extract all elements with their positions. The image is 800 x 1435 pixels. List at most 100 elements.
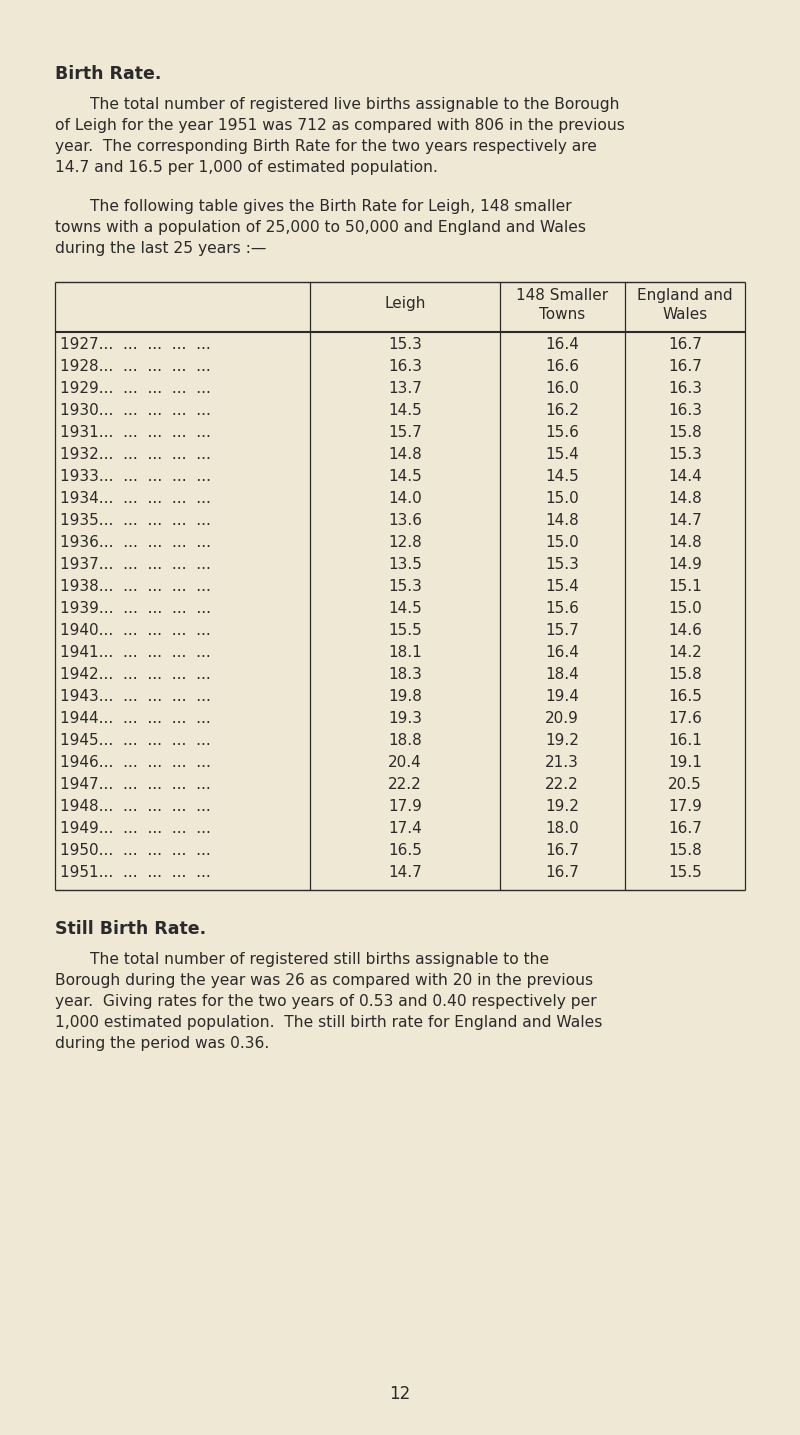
Text: 16.5: 16.5 bbox=[388, 842, 422, 858]
Text: 1931...  ...  ...  ...  ...: 1931... ... ... ... ... bbox=[60, 425, 211, 441]
Text: 1938...  ...  ...  ...  ...: 1938... ... ... ... ... bbox=[60, 578, 211, 594]
Text: 1936...  ...  ...  ...  ...: 1936... ... ... ... ... bbox=[60, 535, 211, 550]
Text: 19.8: 19.8 bbox=[388, 689, 422, 705]
Text: 16.7: 16.7 bbox=[545, 865, 579, 880]
Text: 17.6: 17.6 bbox=[668, 710, 702, 726]
Text: 16.7: 16.7 bbox=[668, 359, 702, 375]
Text: 18.1: 18.1 bbox=[388, 644, 422, 660]
Text: 14.0: 14.0 bbox=[388, 491, 422, 507]
Text: 16.7: 16.7 bbox=[545, 842, 579, 858]
Text: 19.1: 19.1 bbox=[668, 755, 702, 771]
Text: 15.0: 15.0 bbox=[668, 601, 702, 616]
Text: 14.5: 14.5 bbox=[545, 469, 579, 484]
Text: 15.5: 15.5 bbox=[388, 623, 422, 639]
Text: 1946...  ...  ...  ...  ...: 1946... ... ... ... ... bbox=[60, 755, 211, 771]
Text: 15.3: 15.3 bbox=[545, 557, 579, 573]
Text: 19.2: 19.2 bbox=[545, 733, 579, 748]
Text: 16.7: 16.7 bbox=[668, 821, 702, 837]
Text: 16.2: 16.2 bbox=[545, 403, 579, 418]
Text: 14.2: 14.2 bbox=[668, 644, 702, 660]
Text: 19.2: 19.2 bbox=[545, 799, 579, 814]
Text: 15.0: 15.0 bbox=[545, 535, 579, 550]
Text: 1949...  ...  ...  ...  ...: 1949... ... ... ... ... bbox=[60, 821, 211, 837]
Text: of Leigh for the year 1951 was 712 as compared with 806 in the previous: of Leigh for the year 1951 was 712 as co… bbox=[55, 118, 625, 133]
Text: 12: 12 bbox=[390, 1385, 410, 1403]
Text: 15.7: 15.7 bbox=[388, 425, 422, 441]
Text: 18.3: 18.3 bbox=[388, 667, 422, 682]
Text: 14.5: 14.5 bbox=[388, 403, 422, 418]
Text: 1935...  ...  ...  ...  ...: 1935... ... ... ... ... bbox=[60, 512, 211, 528]
Text: 14.8: 14.8 bbox=[668, 535, 702, 550]
Text: 15.6: 15.6 bbox=[545, 601, 579, 616]
Text: 20.9: 20.9 bbox=[545, 710, 579, 726]
Text: The total number of registered still births assignable to the: The total number of registered still bir… bbox=[90, 951, 549, 967]
Text: 15.4: 15.4 bbox=[545, 578, 579, 594]
Text: 1941...  ...  ...  ...  ...: 1941... ... ... ... ... bbox=[60, 644, 210, 660]
Text: 15.3: 15.3 bbox=[388, 337, 422, 352]
Text: 16.3: 16.3 bbox=[668, 403, 702, 418]
Text: 20.5: 20.5 bbox=[668, 776, 702, 792]
Text: 15.7: 15.7 bbox=[545, 623, 579, 639]
Text: 15.1: 15.1 bbox=[668, 578, 702, 594]
Text: 15.0: 15.0 bbox=[545, 491, 579, 507]
Text: 148 Smaller
Towns: 148 Smaller Towns bbox=[516, 288, 608, 323]
Text: The total number of registered live births assignable to the Borough: The total number of registered live birt… bbox=[90, 98, 619, 112]
Text: 16.7: 16.7 bbox=[668, 337, 702, 352]
Text: 14.7: 14.7 bbox=[668, 512, 702, 528]
Text: 1942...  ...  ...  ...  ...: 1942... ... ... ... ... bbox=[60, 667, 210, 682]
Text: 1951...  ...  ...  ...  ...: 1951... ... ... ... ... bbox=[60, 865, 210, 880]
Text: 16.6: 16.6 bbox=[545, 359, 579, 375]
Text: 15.8: 15.8 bbox=[668, 425, 702, 441]
Text: during the period was 0.36.: during the period was 0.36. bbox=[55, 1036, 270, 1050]
Text: 1950...  ...  ...  ...  ...: 1950... ... ... ... ... bbox=[60, 842, 210, 858]
Text: 15.4: 15.4 bbox=[545, 446, 579, 462]
Text: 14.8: 14.8 bbox=[545, 512, 579, 528]
Text: 15.3: 15.3 bbox=[388, 578, 422, 594]
Text: 15.6: 15.6 bbox=[545, 425, 579, 441]
Text: during the last 25 years :—: during the last 25 years :— bbox=[55, 241, 266, 255]
Text: 1937...  ...  ...  ...  ...: 1937... ... ... ... ... bbox=[60, 557, 211, 573]
Text: 14.4: 14.4 bbox=[668, 469, 702, 484]
Text: 14.5: 14.5 bbox=[388, 601, 422, 616]
Text: 16.5: 16.5 bbox=[668, 689, 702, 705]
Text: 1943...  ...  ...  ...  ...: 1943... ... ... ... ... bbox=[60, 689, 211, 705]
Text: 14.8: 14.8 bbox=[388, 446, 422, 462]
Text: 1930...  ...  ...  ...  ...: 1930... ... ... ... ... bbox=[60, 403, 211, 418]
Text: 14.6: 14.6 bbox=[668, 623, 702, 639]
Text: 14.5: 14.5 bbox=[388, 469, 422, 484]
Text: 1932...  ...  ...  ...  ...: 1932... ... ... ... ... bbox=[60, 446, 211, 462]
Text: 12.8: 12.8 bbox=[388, 535, 422, 550]
Text: 20.4: 20.4 bbox=[388, 755, 422, 771]
Text: 18.8: 18.8 bbox=[388, 733, 422, 748]
Text: 14.7 and 16.5 per 1,000 of estimated population.: 14.7 and 16.5 per 1,000 of estimated pop… bbox=[55, 159, 438, 175]
Text: 17.4: 17.4 bbox=[388, 821, 422, 837]
Text: 1,000 estimated population.  The still birth rate for England and Wales: 1,000 estimated population. The still bi… bbox=[55, 1015, 602, 1030]
Text: 1933...  ...  ...  ...  ...: 1933... ... ... ... ... bbox=[60, 469, 211, 484]
Text: Borough during the year was 26 as compared with 20 in the previous: Borough during the year was 26 as compar… bbox=[55, 973, 593, 989]
Text: 1945...  ...  ...  ...  ...: 1945... ... ... ... ... bbox=[60, 733, 210, 748]
Text: 14.8: 14.8 bbox=[668, 491, 702, 507]
Text: 13.5: 13.5 bbox=[388, 557, 422, 573]
Text: 19.3: 19.3 bbox=[388, 710, 422, 726]
Text: 1939...  ...  ...  ...  ...: 1939... ... ... ... ... bbox=[60, 601, 211, 616]
Text: 15.8: 15.8 bbox=[668, 842, 702, 858]
Text: 21.3: 21.3 bbox=[545, 755, 579, 771]
Text: The following table gives the Birth Rate for Leigh, 148 smaller: The following table gives the Birth Rate… bbox=[90, 199, 572, 214]
Text: 13.7: 13.7 bbox=[388, 382, 422, 396]
Text: 15.3: 15.3 bbox=[668, 446, 702, 462]
Text: 22.2: 22.2 bbox=[545, 776, 579, 792]
Text: 18.4: 18.4 bbox=[545, 667, 579, 682]
Text: 1929...  ...  ...  ...  ...: 1929... ... ... ... ... bbox=[60, 382, 211, 396]
Text: 1947...  ...  ...  ...  ...: 1947... ... ... ... ... bbox=[60, 776, 210, 792]
Text: 1928...  ...  ...  ...  ...: 1928... ... ... ... ... bbox=[60, 359, 210, 375]
Text: 19.4: 19.4 bbox=[545, 689, 579, 705]
Text: year.  Giving rates for the two years of 0.53 and 0.40 respectively per: year. Giving rates for the two years of … bbox=[55, 994, 597, 1009]
Text: 16.4: 16.4 bbox=[545, 337, 579, 352]
Text: 15.5: 15.5 bbox=[668, 865, 702, 880]
Text: 16.1: 16.1 bbox=[668, 733, 702, 748]
Text: 16.4: 16.4 bbox=[545, 644, 579, 660]
Text: England and
Wales: England and Wales bbox=[637, 288, 733, 323]
Text: 16.3: 16.3 bbox=[388, 359, 422, 375]
Text: 13.6: 13.6 bbox=[388, 512, 422, 528]
Text: 18.0: 18.0 bbox=[545, 821, 579, 837]
